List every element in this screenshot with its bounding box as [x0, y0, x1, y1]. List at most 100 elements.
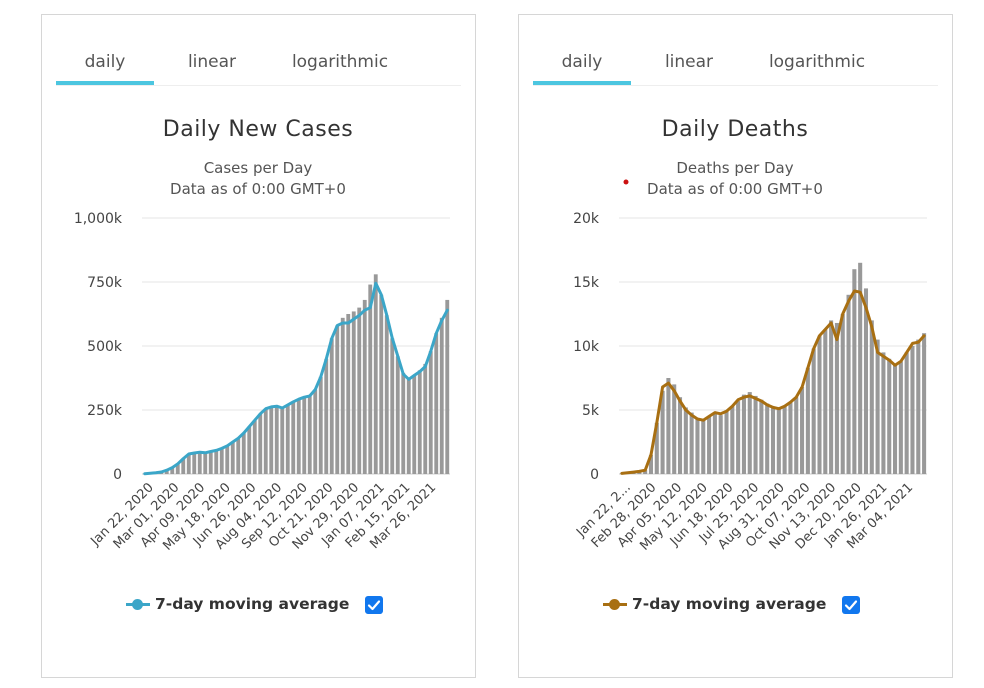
y-tick-label: 5k: [582, 403, 600, 419]
data-bar: [724, 411, 729, 474]
data-bar: [192, 453, 197, 474]
data-bar: [274, 406, 279, 474]
moving-average-line: [620, 289, 926, 475]
data-bar: [423, 363, 428, 474]
data-bar: [351, 311, 356, 474]
data-bar: [677, 397, 683, 474]
data-bar: [406, 379, 411, 474]
data-bar: [707, 416, 712, 474]
moving-average-checkbox[interactable]: [842, 596, 860, 614]
checkmark-icon: [844, 600, 858, 611]
data-bar: [247, 426, 252, 474]
cases-chart: Daily New Cases Cases per Day Data as of 0…: [74, 117, 450, 554]
legend-dot-swatch: [132, 599, 143, 610]
data-bar: [368, 284, 373, 474]
tab-logarithmic[interactable]: logarithmic: [291, 52, 389, 72]
data-bar: [922, 333, 927, 474]
data-bar: [329, 338, 334, 474]
tab-daily[interactable]: daily: [533, 45, 631, 85]
data-bar: [672, 384, 677, 474]
chart-subtitle-line: Cases per Day: [204, 159, 313, 177]
data-bar: [384, 315, 389, 474]
legend-dot-swatch: [609, 599, 620, 610]
data-bar: [208, 451, 213, 474]
data-bar: [280, 407, 285, 474]
data-bar: [175, 463, 180, 474]
deaths-panel: daily linear logarithmic Daily Deaths Dea…: [518, 14, 953, 678]
data-bar: [296, 399, 301, 474]
data-bar: [753, 395, 758, 474]
data-bar: [395, 356, 400, 474]
data-bar: [648, 454, 653, 474]
data-bar: [666, 378, 671, 474]
data-bar: [170, 467, 175, 474]
chart-legend[interactable]: 7-day moving average: [42, 593, 475, 621]
data-bar: [428, 351, 433, 474]
data-bar: [904, 352, 909, 474]
data-bar: [654, 422, 659, 474]
data-bar: [445, 299, 450, 474]
data-bar: [846, 294, 851, 474]
data-bar: [834, 322, 839, 474]
y-tick-label: 15k: [573, 275, 600, 291]
data-bar: [858, 262, 863, 474]
data-bar: [230, 442, 235, 474]
data-bar: [887, 358, 892, 474]
y-tick-label: 1,000k: [74, 211, 123, 227]
data-bar: [417, 370, 422, 474]
data-bar: [840, 314, 845, 474]
data-bar: [782, 406, 787, 474]
data-bar: [759, 399, 764, 474]
data-bar: [701, 420, 706, 474]
data-bar: [302, 397, 307, 474]
chart-subtitle-line: Data as of 0:00 GMT+0: [647, 180, 823, 198]
data-bar: [197, 452, 202, 474]
data-bar: [811, 348, 816, 474]
tab-daily[interactable]: daily: [56, 45, 154, 85]
data-bar: [307, 395, 312, 474]
data-bar: [373, 274, 378, 474]
data-bar: [434, 333, 439, 474]
data-bar: [898, 361, 903, 474]
data-bar: [390, 338, 395, 474]
chart-tabs: daily linear logarithmic: [533, 37, 938, 86]
moving-average-checkbox[interactable]: [365, 596, 383, 614]
legend-label: 7-day moving average: [155, 595, 350, 613]
y-tick-label: 750k: [87, 275, 123, 291]
data-bar: [346, 314, 351, 474]
legend-label: 7-day moving average: [632, 595, 827, 613]
data-bar: [660, 390, 665, 474]
y-tick-label: 0: [590, 467, 599, 483]
y-tick-label: 250k: [87, 403, 123, 419]
data-bar: [203, 452, 208, 474]
data-bar: [736, 401, 741, 474]
data-bar: [643, 470, 648, 474]
data-bar: [869, 320, 874, 474]
data-bar: [252, 420, 257, 474]
data-bar: [800, 386, 805, 474]
chart-title: Daily New Cases: [163, 117, 353, 142]
data-bar: [340, 317, 345, 474]
data-bar: [893, 365, 898, 474]
cases-panel: daily linear logarithmic Daily New Cases…: [41, 14, 476, 678]
data-bar: [794, 397, 799, 474]
data-bar: [236, 438, 241, 474]
chart-tabs: daily linear logarithmic: [56, 37, 461, 86]
data-bar: [269, 406, 274, 474]
data-bar: [324, 358, 329, 474]
tab-linear[interactable]: linear: [187, 52, 237, 72]
chart-legend[interactable]: 7-day moving average: [519, 593, 952, 621]
tab-logarithmic[interactable]: logarithmic: [768, 52, 866, 72]
data-bar: [881, 352, 886, 474]
data-bar: [689, 412, 694, 474]
tab-linear[interactable]: linear: [664, 52, 714, 72]
data-bar: [741, 394, 746, 474]
data-bar: [823, 329, 828, 474]
data-bar: [357, 307, 362, 474]
deaths-chart: Daily Deaths Deaths per Day Data as of 0:0…: [573, 117, 927, 554]
data-bar: [263, 408, 268, 474]
data-bar: [829, 320, 834, 474]
data-bar: [712, 413, 717, 474]
data-bar: [439, 317, 444, 474]
chart-subtitle-line: Deaths per Day: [676, 159, 793, 177]
